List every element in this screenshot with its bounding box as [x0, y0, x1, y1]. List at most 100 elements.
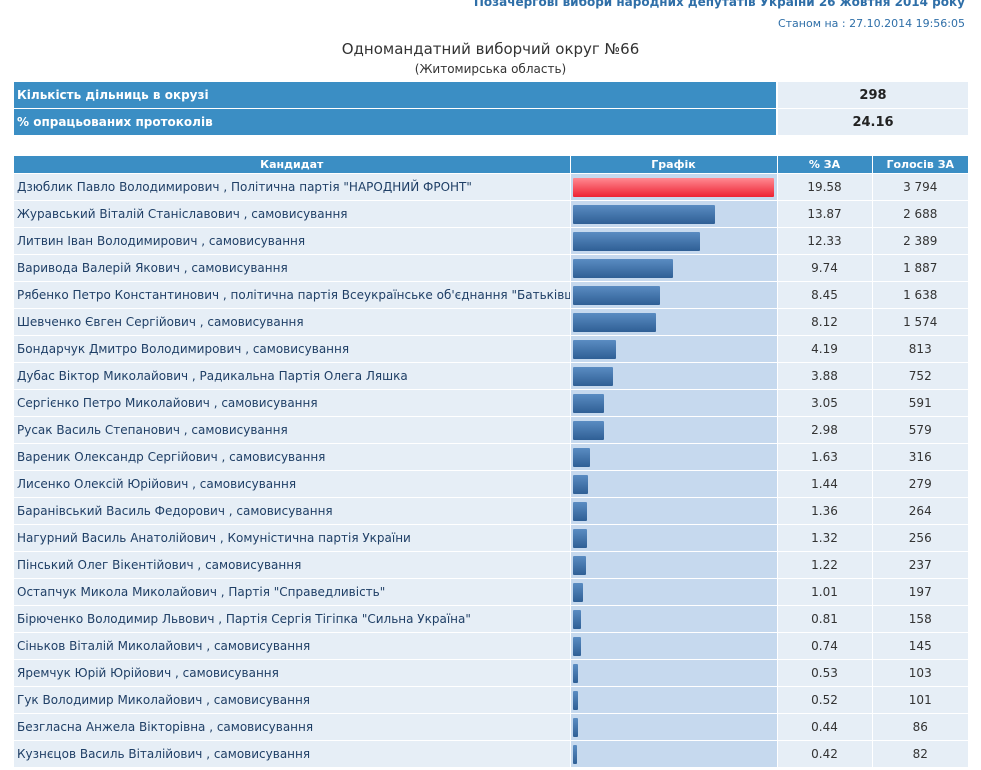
vote-share-bar — [572, 582, 583, 602]
candidate-name: Остапчук Микола Миколайович , Партія "Сп… — [14, 578, 571, 606]
percent-value: 0.81 — [777, 605, 873, 633]
vote-share-bar — [572, 204, 715, 224]
graph-cell — [570, 497, 778, 525]
candidate-name: Бірюченко Володимир Львович , Партія Сер… — [14, 605, 571, 633]
candidate-name: Литвин Іван Володимирович , самовисуванн… — [14, 227, 571, 255]
votes-value: 86 — [872, 713, 968, 741]
votes-value: 316 — [872, 443, 968, 471]
candidate-name: Варивода Валерій Якович , самовисування — [14, 254, 571, 282]
table-row: Яремчук Юрій Юрійович , самовисування 0.5… — [14, 659, 968, 687]
table-row: Варивода Валерій Якович , самовисування 9… — [14, 254, 968, 282]
graph-cell — [570, 443, 778, 471]
table-row: Литвин Іван Володимирович , самовисуванн… — [14, 227, 968, 255]
graph-cell — [570, 254, 778, 282]
votes-value: 579 — [872, 416, 968, 444]
candidate-name: Русак Василь Степанович , самовисування — [14, 416, 571, 444]
vote-share-bar — [572, 744, 577, 764]
percent-value: 8.45 — [777, 281, 873, 309]
candidate-name: Бондарчук Дмитро Володимирович , самовис… — [14, 335, 571, 363]
protocols-value: 24.16 — [777, 108, 968, 135]
graph-cell — [570, 713, 778, 741]
vote-share-bar — [572, 555, 586, 575]
candidate-name: Лисенко Олексій Юрійович , самовисування — [14, 470, 571, 498]
candidate-name: Сіньков Віталій Миколайович , самовисува… — [14, 632, 571, 660]
table-row: Лисенко Олексій Юрійович , самовисування… — [14, 470, 968, 498]
percent-value: 1.22 — [777, 551, 873, 579]
results-body: Дзюблик Павло Володимирович , Політична … — [14, 173, 968, 767]
vote-share-bar — [572, 339, 616, 359]
column-header-percent: % ЗА — [777, 156, 873, 174]
table-row: Бондарчук Дмитро Володимирович , самовис… — [14, 335, 968, 363]
candidate-name: Дзюблик Павло Володимирович , Політична … — [14, 173, 571, 201]
table-row: Дзюблик Павло Володимирович , Політична … — [14, 173, 968, 201]
candidate-name: Пінський Олег Вікентійович , самовисуван… — [14, 551, 571, 579]
summary-row-stations: Кількість дільниць в окрузі 298 — [14, 82, 968, 109]
candidate-name: Кузнєцов Василь Віталійович , самовисува… — [14, 740, 571, 767]
table-row: Шевченко Євген Сергійович , самовисуванн… — [14, 308, 968, 336]
table-row: Кузнєцов Василь Віталійович , самовисува… — [14, 740, 968, 767]
votes-value: 158 — [872, 605, 968, 633]
percent-value: 0.53 — [777, 659, 873, 687]
percent-value: 3.05 — [777, 389, 873, 417]
votes-value: 2 688 — [872, 200, 968, 228]
district-region: (Житомирська область) — [414, 62, 567, 76]
graph-cell — [570, 308, 778, 336]
graph-cell — [570, 389, 778, 417]
graph-cell — [570, 200, 778, 228]
table-row: Сергієнко Петро Миколайович , самовисува… — [14, 389, 968, 417]
votes-value: 264 — [872, 497, 968, 525]
votes-value: 103 — [872, 659, 968, 687]
stations-label: Кількість дільниць в окрузі — [14, 82, 778, 109]
votes-value: 101 — [872, 686, 968, 714]
graph-cell — [570, 578, 778, 606]
graph-cell — [570, 632, 778, 660]
percent-value: 0.52 — [777, 686, 873, 714]
stations-value: 298 — [777, 82, 968, 109]
vote-share-bar — [572, 231, 700, 251]
district-summary-table: Кількість дільниць в окрузі 298 % опраць… — [14, 82, 968, 135]
table-row: Пінський Олег Вікентійович , самовисуван… — [14, 551, 968, 579]
table-row: Гук Володимир Миколайович , самовисуванн… — [14, 686, 968, 714]
percent-value: 13.87 — [777, 200, 873, 228]
candidate-name: Яремчук Юрій Юрійович , самовисування — [14, 659, 571, 687]
vote-share-bar — [572, 258, 673, 278]
graph-cell — [570, 470, 778, 498]
candidate-name: Шевченко Євген Сергійович , самовисуванн… — [14, 308, 571, 336]
percent-value: 2.98 — [777, 416, 873, 444]
graph-cell — [570, 227, 778, 255]
percent-value: 1.44 — [777, 470, 873, 498]
graph-cell — [570, 173, 778, 201]
candidate-name: Баранівський Василь Федорович , самовису… — [14, 497, 571, 525]
votes-value: 145 — [872, 632, 968, 660]
percent-value: 1.63 — [777, 443, 873, 471]
vote-share-bar — [572, 609, 581, 629]
votes-value: 1 887 — [872, 254, 968, 282]
votes-value: 1 574 — [872, 308, 968, 336]
candidate-name: Рябенко Петро Константинович , політична… — [14, 281, 571, 309]
percent-value: 1.01 — [777, 578, 873, 606]
results-table: Кандидат Графік % ЗА Голосів ЗА Дзюблик … — [14, 156, 968, 767]
percent-value: 19.58 — [777, 173, 873, 201]
candidate-name: Дубас Віктор Миколайович , Радикальна Па… — [14, 362, 571, 390]
table-row: Безгласна Анжела Вікторівна , самовисува… — [14, 713, 968, 741]
votes-value: 256 — [872, 524, 968, 552]
results-header-row: Кандидат Графік % ЗА Голосів ЗА — [14, 156, 968, 174]
percent-value: 9.74 — [777, 254, 873, 282]
graph-cell — [570, 659, 778, 687]
vote-share-bar — [572, 420, 604, 440]
votes-value: 82 — [872, 740, 968, 767]
status-timestamp: Станом на : 27.10.2014 19:56:05 — [777, 17, 965, 30]
candidate-name: Журавський Віталій Станіславович , самов… — [14, 200, 571, 228]
graph-cell — [570, 335, 778, 363]
graph-cell — [570, 551, 778, 579]
column-header-votes: Голосів ЗА — [872, 156, 968, 174]
table-row: Нагурний Василь Анатолійович , Комуністи… — [14, 524, 968, 552]
graph-cell — [570, 362, 778, 390]
column-header-candidate: Кандидат — [14, 156, 571, 174]
votes-value: 813 — [872, 335, 968, 363]
graph-cell — [570, 281, 778, 309]
vote-share-bar — [572, 393, 604, 413]
vote-share-bar — [572, 285, 660, 305]
summary-row-protocols: % опрацьованих протоколів 24.16 — [14, 108, 968, 135]
vote-share-bar — [572, 663, 578, 683]
